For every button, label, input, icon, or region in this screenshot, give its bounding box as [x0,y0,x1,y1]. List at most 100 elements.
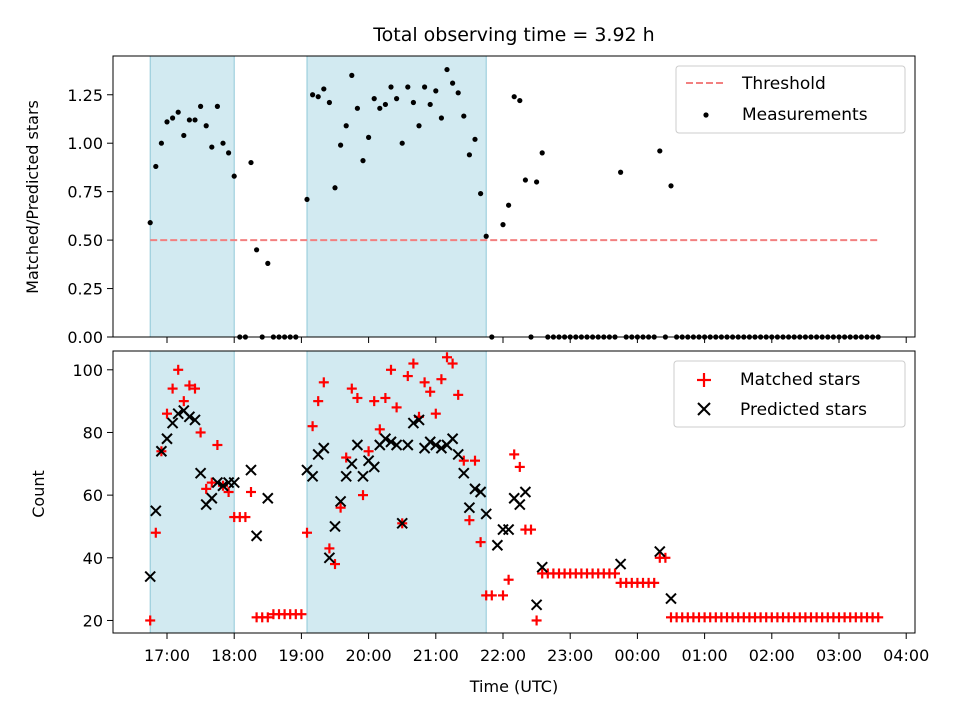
measurement-point [388,84,394,90]
measurement-point [265,260,271,266]
predicted-star-point [435,442,448,454]
matched-star-point [442,352,452,363]
measurement-point [422,84,428,90]
x-tick-label: 23:00 [547,646,593,665]
predicted-star-point [368,461,380,473]
bottom-y-axis-label: Count [29,470,48,518]
top-y-tick-label: 0.75 [67,183,103,202]
matched-star-point [358,490,368,501]
measurement-point [326,99,332,106]
matched-star-point [296,609,307,620]
measurement-point [657,148,663,154]
top-y-tick-label: 0.25 [67,280,103,299]
x-tick-label: 19:00 [278,646,324,665]
bottom-y-tick-label: 20 [83,611,103,630]
bottom-y-ticks: 20 40 60 80 100 [72,361,113,630]
matched-star-point [212,440,223,450]
measurement-point [366,134,372,140]
matched-star-point [302,527,312,538]
bottom-x-ticks: 17:00 18:00 19:00 20:00 21:00 22:00 23:00 00:00… [144,633,929,665]
matched-star-point [374,424,385,435]
top-legend: Threshold Measurements [675,65,906,134]
matched-star-point [240,512,251,523]
measurement-point [343,123,349,129]
x-axis-label: Time (UTC) [469,677,558,696]
matched-star-point [145,615,156,626]
matched-star-point [419,377,430,388]
predicted-legend-swatch [697,402,711,416]
measurement-point [522,177,529,183]
predicted-star-point [402,439,414,451]
predicted-star-point [346,458,358,470]
predicted-star-point [413,414,425,426]
measurements-legend-swatch [703,112,709,118]
predicted-star-point [474,486,487,498]
bottom-axes-frame [112,350,916,634]
matched-star-point [190,383,200,394]
bottom-y-tick-label: 80 [83,423,103,442]
predicted-star-point [390,439,403,451]
bottom-panel: 20 40 60 80 100 17:00 18:00 19:00 20:00 21:00 22:… [29,350,929,696]
predicted-star-point [211,476,224,489]
predicted-star-point [150,505,162,517]
predicted-star-point [654,545,666,558]
predicted-star-point [318,442,330,454]
measurement-point [382,101,388,108]
matched-star-point [369,396,380,407]
predicted-star-point [463,501,476,514]
predicted-star-point [357,470,369,483]
x-tick-label: 03:00 [816,646,862,665]
matched-star-point [352,393,363,403]
matched-star-point [307,421,318,432]
top-y-tick-label: 1.00 [67,134,103,153]
matched-star-point [346,383,357,394]
matched-star-point [436,374,447,385]
predicted-star-point [458,467,470,479]
matched-star-point [458,455,469,466]
matched-star-point [503,574,514,585]
measurement-point [618,169,624,175]
measurement-point [332,185,338,191]
matched-star-point [464,515,475,526]
matched-star-point [195,427,206,438]
measurement-point [461,113,467,119]
matched-star-point [162,408,172,419]
matched-star-point [408,358,419,369]
predicted-star-point [514,498,526,511]
measurement-point [466,152,472,158]
predicted-stars-points [144,404,677,611]
measurement-point [433,88,439,94]
measurement-point [338,142,344,148]
measurement-point [181,132,187,139]
top-panel: 0.00 0.25 0.50 0.75 1.00 1.25 Matched/Predict… [23,55,916,347]
matched-star-point [402,371,413,382]
matched-star-point [470,455,480,466]
predicted-star-point [262,492,274,504]
matched-star-point [167,383,178,394]
predicted-star-point [536,561,548,573]
top-y-ticks: 0.00 0.25 0.50 0.75 1.00 1.25 [67,86,113,347]
x-tick-label: 20:00 [346,646,392,665]
measurement-point [405,84,411,90]
matched-star-point [150,527,161,538]
predicted-star-point [502,523,515,536]
measurement-point [478,190,484,197]
matched-star-point [660,552,671,563]
matched-star-point [206,477,217,488]
matched-star-point [184,380,195,391]
matched-star-point [430,408,441,419]
matched-star-point [246,487,256,497]
matched-star-point [173,364,184,375]
matched-star-point [526,524,536,535]
predicted-star-point [491,539,504,551]
matched-star-point [341,452,352,463]
matched-star-point [262,612,273,623]
x-tick-label: 00:00 [614,646,660,665]
measurement-point [248,159,254,166]
top-shaded-interval [306,55,487,338]
predicted-star-point [407,417,420,429]
bottom-shaded-interval [306,350,487,634]
predicted-star-point [480,508,492,520]
matched-star-point [330,559,340,570]
